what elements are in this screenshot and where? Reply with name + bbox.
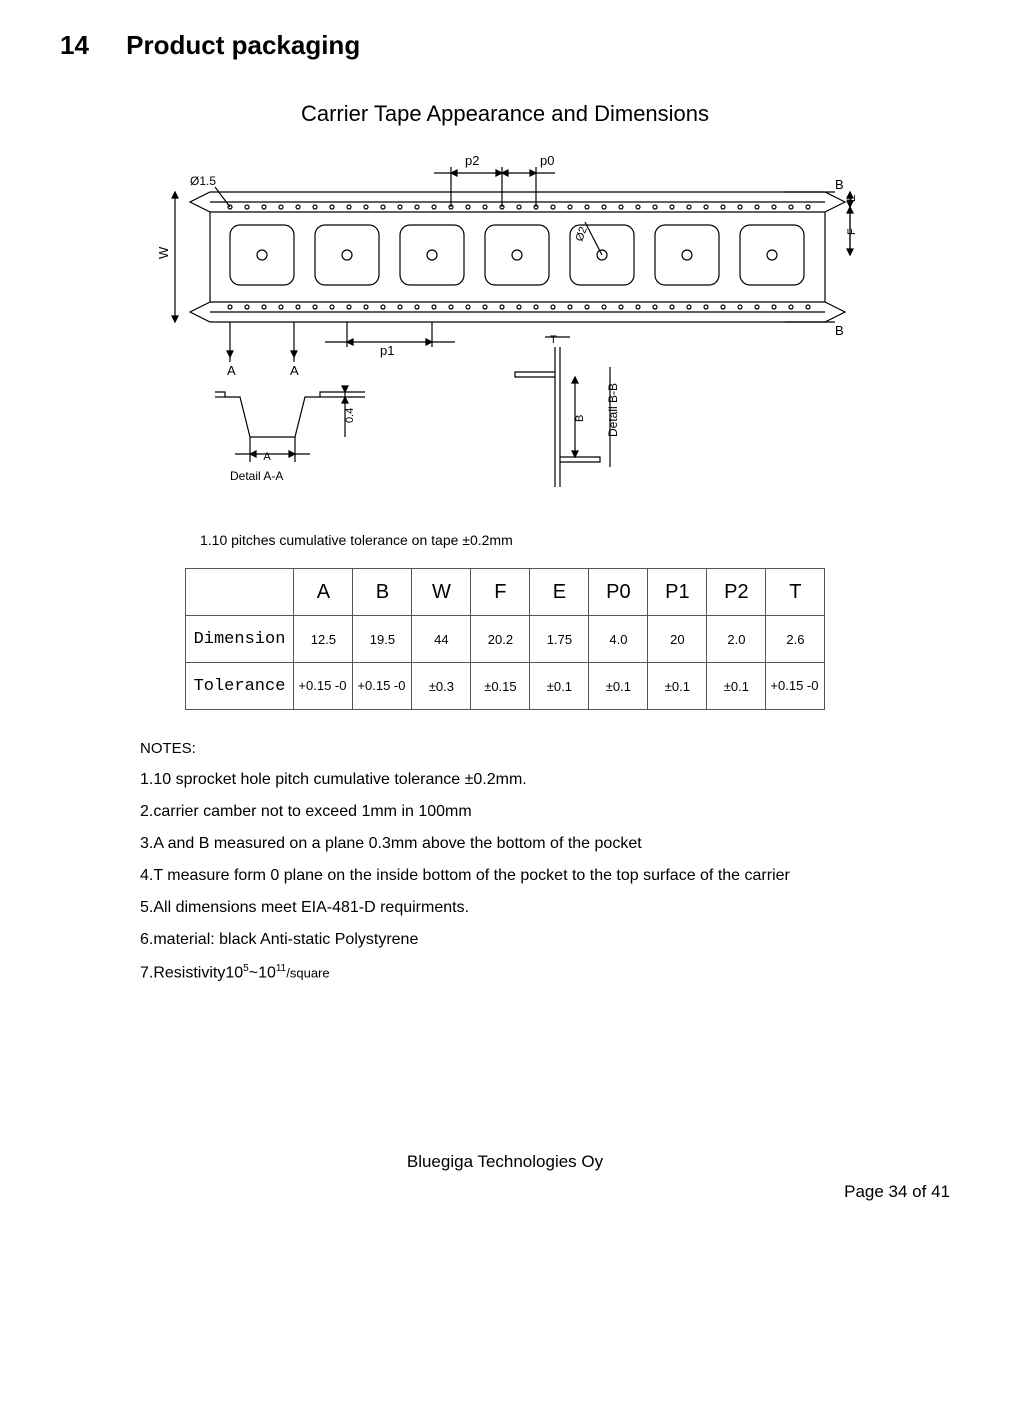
tol-F: ±0.15: [471, 663, 530, 710]
tol-B: +0.15 -0: [353, 663, 412, 710]
label-p1: p1: [380, 343, 394, 358]
label-04: 0.4: [344, 408, 356, 423]
dim-P0: 4.0: [589, 616, 648, 663]
tol-W: ±0.3: [412, 663, 471, 710]
notes-heading: NOTES:: [140, 740, 950, 757]
label-F: F: [846, 228, 855, 235]
label-E: E: [846, 195, 855, 202]
tol-P0: ±0.1: [589, 663, 648, 710]
figure-note: 1.10 pitches cumulative tolerance on tap…: [200, 532, 950, 548]
note7-prefix: 7.Resistivity: [140, 964, 225, 981]
label-p0: p0: [540, 153, 554, 168]
label-W: W: [156, 246, 171, 259]
dim-T: 2.6: [766, 616, 825, 663]
dimension-table: A B W F E P0 P1 P2 T Dimension 12.5 19.5…: [185, 568, 826, 710]
row-dimension-label: Dimension: [185, 616, 294, 663]
dim-W: 44: [412, 616, 471, 663]
label-T: T: [550, 334, 557, 346]
tol-T: +0.15 -0: [766, 663, 825, 710]
col-E: E: [530, 569, 589, 616]
notes-block: NOTES: 1.10 sprocket hole pitch cumulati…: [140, 740, 950, 982]
label-Aunder: A: [263, 451, 271, 463]
note-7: 7.Resistivity105~1011/square: [140, 963, 950, 982]
note-2: 2.carrier camber not to exceed 1mm in 10…: [140, 803, 950, 821]
tol-A: +0.15 -0: [294, 663, 353, 710]
note7-b2: 10: [258, 964, 276, 981]
section-heading: 14 Product packaging: [60, 30, 950, 61]
note-6: 6.material: black Anti-static Polystyren…: [140, 931, 950, 949]
label-detailAA: Detail A-A: [230, 469, 283, 483]
figure-title: Carrier Tape Appearance and Dimensions: [60, 101, 950, 127]
note7-suffix: /square: [286, 965, 329, 980]
label-detailBB: Detail B-B: [606, 383, 620, 437]
footer-company: Bluegiga Technologies Oy: [60, 1152, 950, 1172]
tol-E: ±0.1: [530, 663, 589, 710]
note-4: 4.T measure form 0 plane on the inside b…: [140, 867, 950, 885]
dim-F: 20.2: [471, 616, 530, 663]
row-dimension: Dimension 12.5 19.5 44 20.2 1.75 4.0 20 …: [185, 616, 825, 663]
label-p2: p2: [465, 153, 479, 168]
dim-A: 12.5: [294, 616, 353, 663]
section-title: Product packaging: [126, 30, 360, 60]
col-A: A: [294, 569, 353, 616]
row-tolerance-label: Tolerance: [185, 663, 294, 710]
col-P1: P1: [648, 569, 707, 616]
col-F: F: [471, 569, 530, 616]
col-T: T: [766, 569, 825, 616]
label-B1: B: [835, 177, 844, 192]
note-5: 5.All dimensions meet EIA-481-D requirme…: [140, 899, 950, 917]
tol-P2: ±0.1: [707, 663, 766, 710]
dim-P1: 20: [648, 616, 707, 663]
note7-e2: 11: [276, 963, 286, 974]
dim-E: 1.75: [530, 616, 589, 663]
note-3: 3.A and B measured on a plane 0.3mm abov…: [140, 835, 950, 853]
note-1: 1.10 sprocket hole pitch cumulative tole…: [140, 771, 950, 789]
note7-b1: 10: [225, 964, 243, 981]
label-B2: B: [835, 323, 844, 338]
tol-P1: ±0.1: [648, 663, 707, 710]
label-phi: Ø1.5: [190, 174, 216, 188]
col-W: W: [412, 569, 471, 616]
section-number: 14: [60, 30, 89, 61]
col-P2: P2: [707, 569, 766, 616]
dim-P2: 2.0: [707, 616, 766, 663]
note7-t: ~: [249, 964, 258, 981]
label-A1: A: [227, 363, 236, 378]
footer-page: Page 34 of 41: [60, 1182, 950, 1202]
row-tolerance: Tolerance +0.15 -0 +0.15 -0 ±0.3 ±0.15 ±…: [185, 663, 825, 710]
table-blank: [185, 569, 294, 616]
label-Binner: B: [574, 415, 586, 422]
carrier-tape-diagram: W p2 p0 p1 A A B B E F Ø2 Ø1.5 T A Detai…: [155, 147, 855, 512]
col-B: B: [353, 569, 412, 616]
col-P0: P0: [589, 569, 648, 616]
label-A2: A: [290, 363, 299, 378]
dim-B: 19.5: [353, 616, 412, 663]
